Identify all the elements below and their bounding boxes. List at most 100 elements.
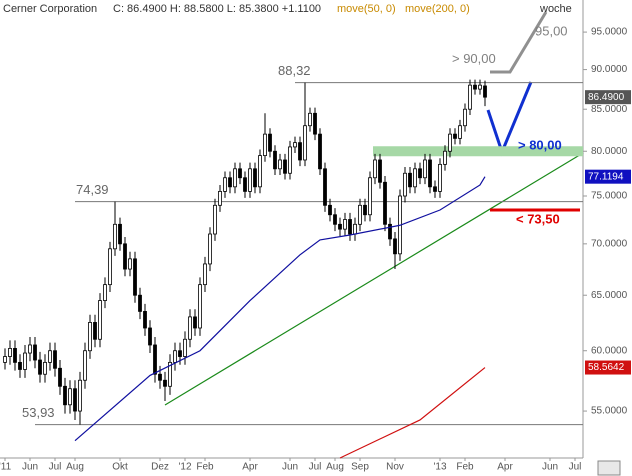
x-tick-label: Feb	[456, 462, 474, 473]
candle-body	[78, 379, 82, 412]
price-tag	[585, 360, 631, 375]
candle-body	[478, 84, 482, 90]
candle-body	[183, 338, 187, 357]
candle-body	[238, 168, 242, 179]
candle-body	[33, 344, 37, 361]
candle-body	[433, 186, 437, 192]
candle-body	[133, 258, 137, 296]
candle-body	[273, 150, 277, 170]
candle-body	[308, 112, 312, 127]
candle-body	[63, 385, 67, 406]
price-tag	[585, 169, 631, 184]
x-tick-label: Apr	[497, 462, 513, 473]
x-tick-label: Jun	[282, 462, 298, 473]
candle-body	[68, 388, 72, 406]
candle-body	[218, 190, 222, 206]
candle-body	[353, 223, 357, 235]
chart-icon[interactable]	[597, 460, 621, 476]
candle-body	[243, 177, 247, 192]
candle-body	[263, 133, 267, 156]
candle-body	[73, 388, 77, 412]
candle-body	[108, 248, 112, 286]
candle-body	[393, 238, 397, 255]
candle-body	[348, 219, 352, 235]
candle-body	[293, 142, 297, 148]
candle-body	[58, 367, 62, 387]
x-tick-label: Nov	[386, 462, 404, 473]
candle-body	[363, 204, 367, 216]
candle-body	[228, 177, 232, 188]
candle-body	[248, 168, 252, 192]
candle-body	[278, 159, 282, 170]
candle-body	[83, 350, 87, 381]
candle-body	[163, 379, 167, 387]
candle-body	[268, 133, 272, 152]
y-tick-label: 75.0000	[591, 191, 628, 202]
candle-body	[388, 223, 392, 240]
target-zone	[373, 146, 583, 157]
candle-body	[428, 159, 432, 188]
candle-body	[358, 204, 362, 225]
candle-body	[213, 204, 217, 235]
candle-body	[208, 233, 212, 265]
candle-body	[378, 159, 382, 183]
candle-body	[178, 350, 182, 357]
trend-line	[164, 152, 584, 406]
x-tick-label: Jul	[309, 462, 322, 473]
stats: C: 86.4900 H: 88.5800 L: 85.3800 +1.1100	[113, 3, 321, 15]
candle-body	[28, 344, 32, 354]
candle-body	[448, 133, 452, 152]
y-tick-label: 85.0000	[591, 104, 628, 115]
moving-average	[339, 367, 486, 459]
x-tick-label: Jun	[542, 462, 558, 473]
candle-body	[43, 361, 47, 375]
x-tick-label: Jul	[569, 462, 582, 473]
candle-body	[258, 155, 262, 188]
legend-entry: move(50, 0)	[337, 3, 396, 15]
candle-body	[203, 263, 207, 286]
candle-body	[128, 258, 132, 270]
candle-body	[443, 150, 447, 165]
y-tick-label: 80.0000	[591, 146, 628, 157]
candle-body	[153, 344, 157, 375]
y-tick-label: 55.0000	[591, 406, 628, 417]
level-label: 53,93	[22, 405, 55, 420]
candle-body	[423, 159, 427, 179]
price-tag-label: 86.4900	[588, 92, 625, 103]
candle-body	[93, 322, 97, 340]
candle-body	[458, 125, 462, 139]
target-label: 95,00	[535, 24, 568, 39]
x-tick-label: Aug	[66, 462, 84, 473]
candle-body	[53, 350, 57, 369]
candle-body	[118, 223, 122, 245]
candle-body	[193, 316, 197, 329]
period: woche	[539, 3, 572, 15]
candle-body	[343, 219, 347, 230]
candle-body	[463, 108, 467, 127]
candle-body	[403, 172, 407, 197]
candle-body	[483, 85, 487, 98]
x-tick-label: Jun	[22, 462, 38, 473]
candle-body	[368, 177, 372, 216]
candle-body	[413, 168, 417, 188]
x-tick-label: Aug	[326, 462, 344, 473]
candle-body	[188, 316, 192, 340]
y-tick-label: 65.0000	[591, 290, 628, 301]
candle-body	[23, 352, 27, 370]
y-tick-label: 95.0000	[591, 27, 628, 38]
target-label: > 80,00	[518, 138, 562, 153]
level-label: 74,39	[76, 182, 109, 197]
candle-body	[3, 356, 7, 363]
x-tick-label: '12	[178, 462, 191, 473]
candle-body	[103, 284, 107, 301]
candle-body	[418, 168, 422, 179]
candle-body	[453, 133, 457, 139]
x-tick-label: Dez	[151, 462, 169, 473]
y-tick-label: 70.0000	[591, 238, 628, 249]
candle-body	[198, 284, 202, 329]
candle-body	[383, 181, 387, 225]
candle-body	[158, 373, 162, 381]
candle-body	[328, 204, 332, 216]
